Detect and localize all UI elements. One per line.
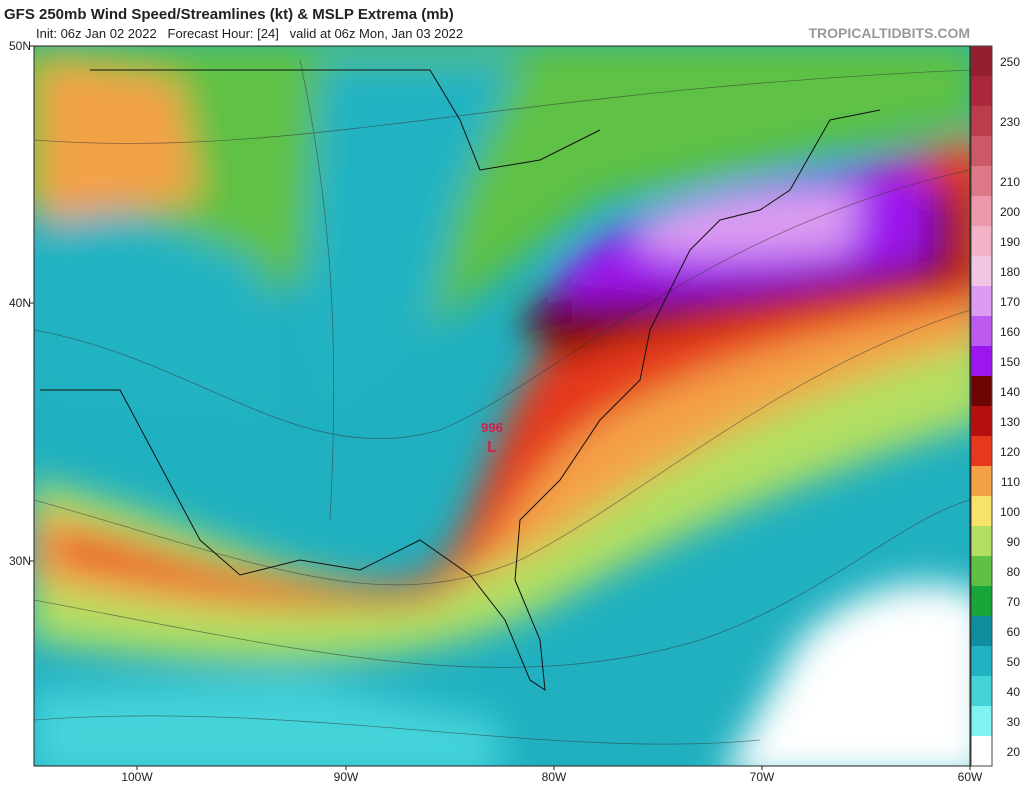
site-credit: TROPICALTIDBITS.COM [808,25,970,41]
title: GFS 250mb Wind Speed/Streamlines (kt) & … [4,6,454,23]
colorbar-segment [971,646,992,676]
low-symbol: L [487,439,497,456]
colorbar-segment [971,466,992,496]
lon-label: 70W [750,770,775,784]
colorbar-label: 210 [1000,175,1020,189]
colorbar-segment [971,676,992,706]
colorbar-segment [971,706,992,736]
axes: 50N 40N 30N 100W 90W 80W 70W 60W [9,39,983,784]
colorbar-segment [971,616,992,646]
colorbar-segment [971,586,992,616]
colorbar-frame [970,45,993,767]
colorbar-segment [971,196,992,226]
colorbar-segment [971,226,992,256]
colorbar-label: 170 [1000,295,1020,309]
colorbar-label: 180 [1000,265,1020,279]
map-frame [33,45,971,767]
colorbar-segment [971,376,992,406]
colorbar-segment [971,406,992,436]
lon-label: 90W [334,770,359,784]
colorbar-label: 200 [1000,205,1020,219]
colorbar-segment [971,136,992,166]
colorbar-segment [971,556,992,586]
colorbar-segment [971,436,992,466]
colorbar-label: 120 [1000,445,1020,459]
colorbar-segment [971,106,992,136]
colorbar-label: 100 [1000,505,1020,519]
colorbar-segment [971,76,992,106]
colorbar-label: 150 [1000,355,1020,369]
colorbar-label: 80 [1007,565,1021,579]
colorbar-label: 20 [1007,745,1021,759]
low-pressure: 996 [481,420,503,435]
colorbar-label: 60 [1007,625,1021,639]
lon-label: 100W [121,770,153,784]
colorbar-label: 30 [1007,715,1021,729]
colorbar-label: 160 [1000,325,1020,339]
colorbar-segment [971,316,992,346]
colorbar-segment [971,46,992,76]
colorbar-label: 110 [1001,475,1020,489]
colorbar-label: 70 [1007,595,1021,609]
colorbar-segment [971,526,992,556]
colorbar-segment [971,346,992,376]
colorbar-segment [971,286,992,316]
colorbar-label: 50 [1007,655,1021,669]
colorbar-label: 230 [1000,115,1020,129]
lon-label: 60W [958,770,983,784]
subtitle: Init: 06z Jan 02 2022 Forecast Hour: [24… [36,26,463,41]
map [34,46,970,766]
colorbar-segment [971,736,992,766]
colorbar-label: 250 [1000,55,1020,69]
colorbar-segment [971,256,992,286]
colorbar-segment [971,496,992,526]
colorbar-label: 190 [1000,235,1020,249]
colorbar-label: 40 [1007,685,1021,699]
colorbar-label: 130 [1000,415,1020,429]
colorbar-label: 90 [1007,535,1021,549]
colorbar-label: 140 [1000,385,1020,399]
lat-label: 50N [9,39,31,53]
lat-label: 30N [9,554,31,568]
pressure-lows: 996 L [481,420,503,456]
lat-label: 40N [9,296,31,310]
colorbar: 20 30 40 50 60 70 80 90 100 110 120 130 140 150 160 170… [970,45,1021,767]
lon-label: 80W [542,770,567,784]
colorbar-segment [971,166,992,196]
